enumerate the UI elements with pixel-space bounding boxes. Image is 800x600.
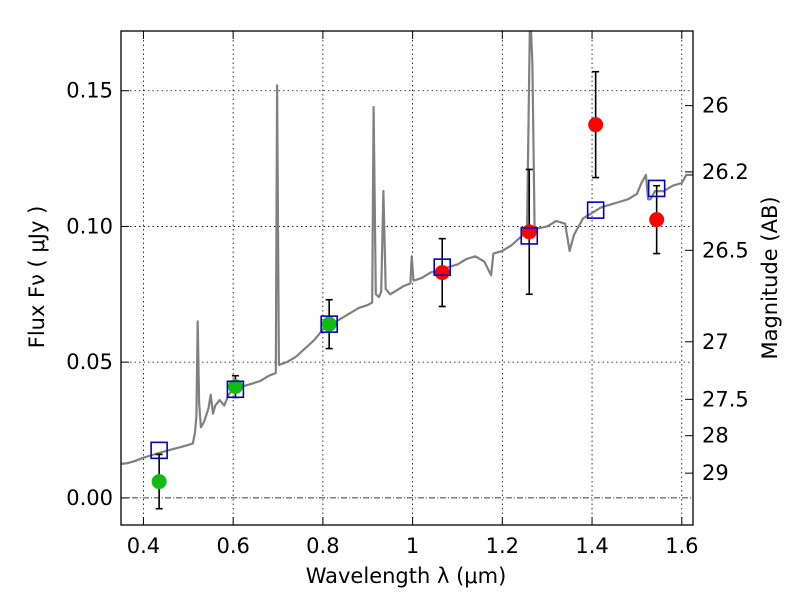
- spectrum-line: [121, 31, 693, 465]
- ticks: 0.4 0.6 0.8 1 1.2 1.4 1.6 0.00 0.05 0.10 0.15 26 26.…: [66, 31, 749, 558]
- model-square: [647, 179, 666, 198]
- plot-frame: [120, 30, 694, 526]
- y2-tick-label: 28: [702, 424, 729, 448]
- data-point: [521, 224, 537, 240]
- data-point: [227, 379, 243, 395]
- y2-tick-label: 26.5: [702, 238, 749, 262]
- x-tick-label: 0.4: [127, 534, 160, 558]
- y2-tick-label: 26: [702, 94, 729, 118]
- model-square: [433, 258, 452, 276]
- y2-tick-label: 27.5: [702, 387, 749, 411]
- y2-tick-label: 29: [702, 461, 729, 485]
- data-point: [588, 117, 604, 133]
- data-point: [434, 265, 450, 281]
- plot-area: [121, 31, 693, 510]
- data-point: [321, 316, 337, 332]
- y2-axis-label: Magnitude (AB): [758, 196, 782, 359]
- x-tick-label: 1.2: [486, 534, 519, 558]
- x-tick-label: 1.4: [575, 534, 608, 558]
- y-tick-label: 0.10: [66, 214, 113, 238]
- x-tick-label: 0.6: [216, 534, 249, 558]
- x-tick-label: 0.8: [306, 534, 339, 558]
- model-square: [520, 227, 539, 245]
- model-square: [226, 380, 245, 399]
- grid: [121, 31, 693, 525]
- x-axis-label: Wavelength λ (μm): [306, 564, 507, 588]
- y-tick-label: 0.00: [66, 486, 113, 510]
- model-square: [150, 441, 168, 460]
- x-tick-label: 1.6: [665, 534, 698, 558]
- y-tick-label: 0.05: [66, 350, 113, 374]
- data-point: [649, 212, 665, 228]
- x-tick-label: 1: [406, 534, 419, 558]
- y2-tick-label: 26.2: [702, 160, 749, 184]
- y-axis-label: Flux Fν ( μJy ): [25, 206, 49, 349]
- y-tick-label: 0.15: [66, 79, 113, 103]
- model-square: [320, 315, 338, 333]
- y2-tick-label: 27: [702, 330, 729, 354]
- data-point: [151, 474, 167, 490]
- model-square: [586, 201, 605, 219]
